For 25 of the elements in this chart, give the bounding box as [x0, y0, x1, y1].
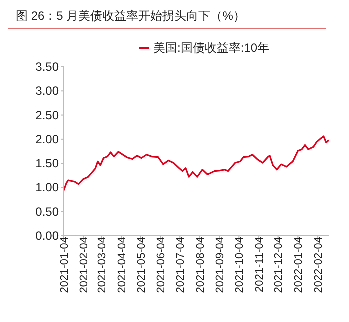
- x-tick-label: 2021-01-04: [58, 237, 71, 294]
- x-tick-label: 2021-12-04: [273, 237, 286, 294]
- legend-label: 美国:国债收益率:10年: [153, 40, 270, 56]
- y-tick-label: 1.50: [36, 156, 60, 171]
- y-tick-label: 2.50: [36, 108, 60, 122]
- x-tick-label: 2021-04-04: [116, 237, 129, 294]
- x-tick-label: 2021-11-04: [254, 237, 266, 292]
- x-tick-label: 2021-05-04: [136, 237, 148, 294]
- x-tick-label: 2021-10-04: [234, 237, 246, 294]
- y-tick-label: 3.00: [36, 84, 60, 98]
- x-tick-label: 2021-03-04: [96, 237, 109, 294]
- chart-title: 图 26：5 月美债收益率开始拐头向下（%）: [8, 8, 326, 29]
- x-tick-label: 2021-07-04: [174, 237, 187, 294]
- x-tick-label: 2021-09-04: [214, 237, 227, 294]
- y-tick-label: 0.50: [36, 204, 60, 219]
- y-tick-label: 1.00: [36, 180, 60, 195]
- y-tick-label: 2.00: [36, 132, 60, 146]
- y-tick-label: 0.00: [36, 229, 60, 243]
- x-tick-label: 2022-02-04: [312, 237, 325, 294]
- line-series: [64, 136, 329, 192]
- x-tick-label: 2022-01-04: [293, 237, 306, 294]
- x-tick-label: 2021-08-04: [194, 237, 207, 294]
- y-tick-label: 3.50: [36, 60, 60, 74]
- x-tick-label: 2021-06-04: [156, 237, 168, 294]
- x-tick-label: 2021-02-04: [78, 237, 91, 294]
